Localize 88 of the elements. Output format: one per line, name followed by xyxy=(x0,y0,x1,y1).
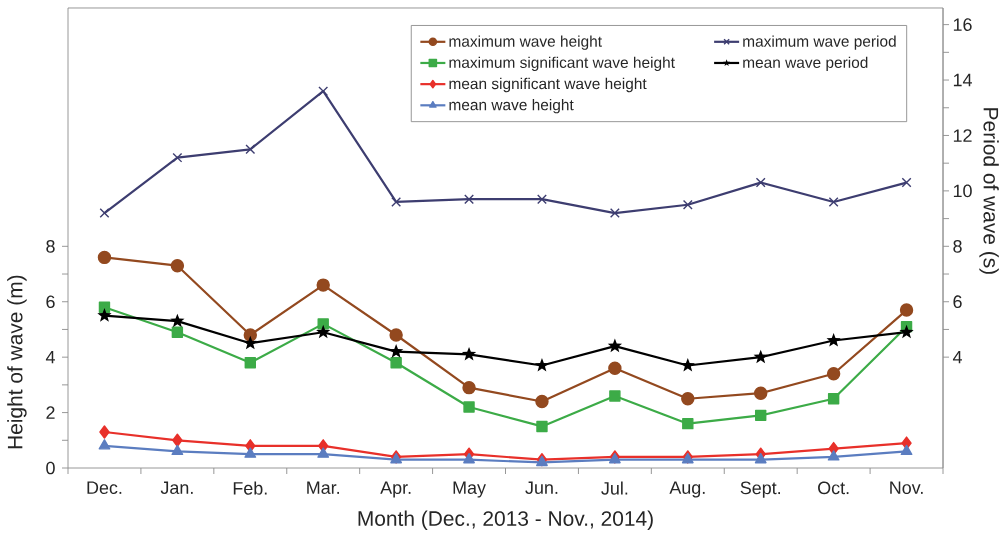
x-tick-label: Aug. xyxy=(669,481,705,498)
point xyxy=(827,450,840,461)
y2-tick-label: 8 xyxy=(953,239,962,253)
point xyxy=(389,344,404,358)
legend-label: mean wave period xyxy=(743,56,868,72)
point xyxy=(244,447,257,458)
point xyxy=(536,420,548,433)
point xyxy=(682,199,693,210)
y2-axis-title: Period of wave (s) xyxy=(979,108,999,274)
point xyxy=(826,333,841,347)
x-tick-label: Nov. xyxy=(890,481,923,495)
point xyxy=(172,152,183,163)
x-tick-label: Jul. xyxy=(601,481,628,495)
point xyxy=(464,194,474,205)
point xyxy=(316,324,331,339)
point xyxy=(171,326,184,338)
point xyxy=(243,335,258,350)
point xyxy=(463,401,475,413)
point xyxy=(170,259,185,273)
point xyxy=(754,452,767,464)
x-tick-label: Dec. xyxy=(87,481,122,495)
x-tick-label: Mar. xyxy=(307,481,340,495)
legend-label: maximum significant wave height xyxy=(449,56,675,72)
y-tick-label: 2 xyxy=(46,406,55,419)
y-tick-label: 6 xyxy=(46,295,55,309)
point xyxy=(170,313,185,328)
point xyxy=(680,357,695,372)
point xyxy=(755,409,767,422)
point xyxy=(682,417,694,430)
x-tick-label: Jun. xyxy=(525,481,558,495)
point xyxy=(317,447,330,458)
point xyxy=(899,324,914,339)
y2-tick-label: 6 xyxy=(953,295,962,309)
point xyxy=(461,346,477,361)
point xyxy=(99,425,110,439)
y-tick-label: 0 xyxy=(46,461,55,475)
point xyxy=(535,394,549,409)
point xyxy=(243,328,257,342)
point xyxy=(317,318,329,330)
point xyxy=(537,194,547,205)
y2-tick-label: 4 xyxy=(952,350,962,364)
point xyxy=(899,303,914,317)
point xyxy=(828,197,839,207)
point xyxy=(827,393,840,405)
x-tick-label: Feb. xyxy=(233,481,267,495)
point xyxy=(607,338,623,353)
point xyxy=(609,390,621,402)
legend-label: mean wave height xyxy=(449,98,574,114)
legend-label: maximum wave period xyxy=(743,35,896,50)
point xyxy=(171,444,184,456)
point xyxy=(463,452,475,464)
point xyxy=(753,349,768,364)
point xyxy=(755,177,766,188)
x-tick-label: Jan. xyxy=(160,481,193,495)
x-tick-label: May xyxy=(453,481,486,498)
y2-tick-label: 14 xyxy=(953,73,972,87)
point xyxy=(99,208,110,218)
y-tick-label: 8 xyxy=(46,239,55,253)
y-axis-title: Height of wave (m) xyxy=(7,275,27,449)
x-axis-title: Month (Dec., 2013 - Nov., 2014) xyxy=(358,510,653,531)
point xyxy=(826,367,841,381)
point xyxy=(901,177,912,188)
point xyxy=(318,86,329,97)
legend-label: maximum wave height xyxy=(449,35,602,50)
point xyxy=(900,444,913,456)
point xyxy=(98,439,111,450)
point xyxy=(609,208,620,218)
legend-label: mean significant wave height xyxy=(449,77,647,93)
point xyxy=(97,250,112,265)
point xyxy=(391,197,402,207)
point xyxy=(97,308,112,322)
point xyxy=(754,386,768,400)
point xyxy=(389,328,403,342)
x-tick-label: Sept. xyxy=(740,481,781,498)
point xyxy=(462,380,476,395)
y2-tick-label: 10 xyxy=(953,184,972,198)
point xyxy=(245,144,256,155)
point xyxy=(390,357,402,369)
y-tick-label: 4 xyxy=(45,350,55,364)
point xyxy=(244,357,256,369)
point xyxy=(681,392,695,406)
point xyxy=(172,433,183,447)
x-tick-label: Apr. xyxy=(380,481,411,498)
point xyxy=(608,361,622,375)
x-tick-label: Oct. xyxy=(818,481,849,495)
y2-tick-label: 12 xyxy=(953,129,972,142)
point xyxy=(316,278,330,292)
y2-tick-label: 16 xyxy=(953,18,972,31)
